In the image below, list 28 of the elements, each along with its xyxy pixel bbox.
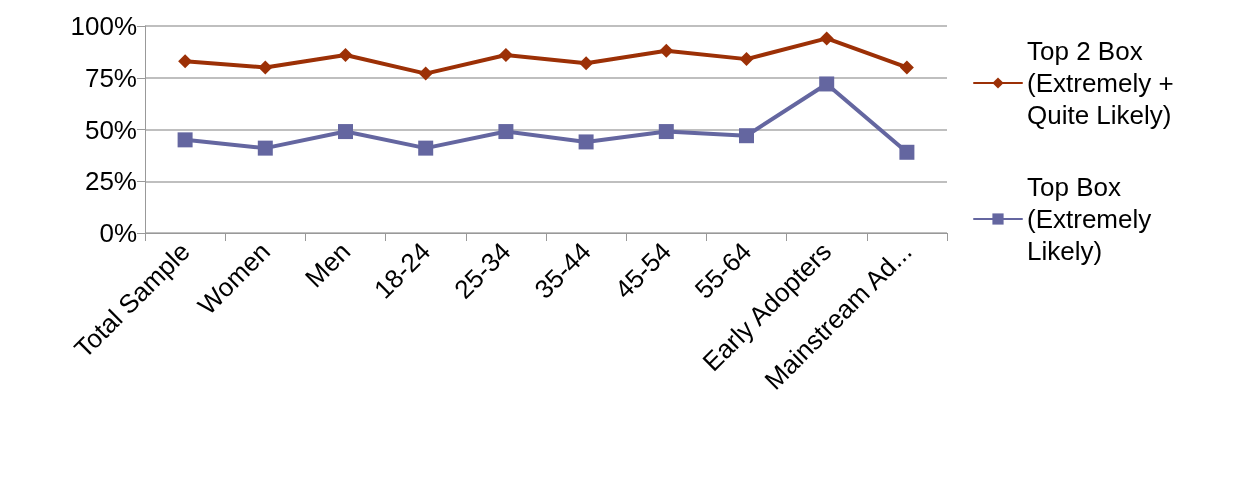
point — [177, 132, 193, 148]
point — [498, 124, 514, 140]
point — [338, 124, 353, 140]
point — [899, 144, 915, 160]
point — [498, 47, 513, 62]
point — [257, 140, 273, 156]
point — [739, 52, 754, 67]
legend-label: Top Box (Extremely Likely) — [1027, 172, 1159, 266]
y-tick-label: 25% — [84, 166, 137, 197]
point — [659, 43, 674, 58]
point — [579, 56, 594, 71]
y-tick-label: 50% — [84, 114, 137, 145]
legend-label: Top 2 Box (Extremely + Quite Likely) — [1027, 36, 1181, 130]
point — [819, 76, 835, 92]
point — [819, 31, 834, 46]
point — [418, 66, 433, 81]
y-tick-label: 100% — [70, 11, 137, 41]
x-tick-label: Men — [299, 236, 357, 294]
point — [578, 134, 594, 150]
point — [178, 54, 193, 69]
point — [658, 124, 674, 140]
point — [338, 47, 353, 62]
point — [258, 60, 273, 75]
point — [899, 60, 914, 75]
y-tick-label: 75% — [84, 62, 137, 93]
y-tick-label: 0% — [99, 218, 137, 248]
point — [418, 140, 434, 156]
point — [739, 128, 754, 144]
